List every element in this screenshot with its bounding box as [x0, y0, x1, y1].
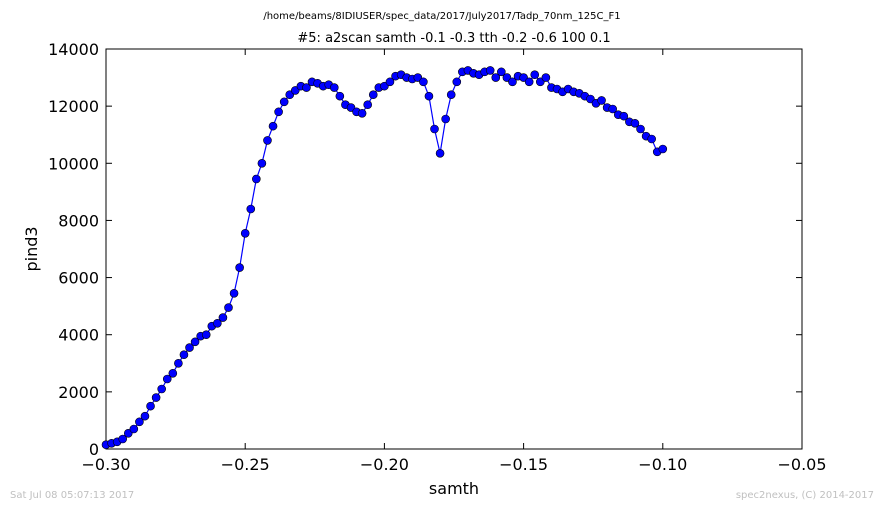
plot-area: −0.30 −0.25 −0.20 −0.15 −0.10 −0.05 0 2000 4000 6… — [48, 40, 826, 474]
x-tick-label: −0.05 — [777, 455, 826, 474]
data-point — [658, 144, 668, 154]
data-point — [168, 368, 178, 378]
data-point — [118, 434, 128, 444]
y-tick-label: 12000 — [48, 97, 99, 116]
data-point — [129, 424, 139, 434]
y-tick-label: 14000 — [48, 40, 99, 59]
y-tick-label: 10000 — [48, 154, 99, 173]
data-point — [246, 204, 256, 214]
y-tick-label: 8000 — [58, 211, 99, 230]
data-point — [240, 228, 250, 238]
data-point — [174, 358, 183, 368]
data-point — [213, 318, 222, 328]
data-point — [201, 330, 211, 340]
data-point — [491, 73, 501, 82]
data-point — [541, 73, 551, 82]
data-point — [151, 393, 161, 402]
data-point — [485, 66, 495, 75]
x-tick-label: −0.15 — [499, 455, 548, 474]
data-point — [357, 108, 367, 118]
data-point — [335, 91, 345, 101]
footer-timestamp: Sat Jul 08 05:07:13 2017 — [10, 490, 135, 501]
data-point — [224, 303, 233, 312]
y-tick-label: 4000 — [58, 326, 99, 345]
data-point — [268, 121, 278, 131]
data-point — [497, 67, 506, 77]
data-point — [257, 158, 267, 168]
data-point — [630, 118, 640, 128]
data-point — [279, 97, 289, 107]
data-point — [302, 83, 311, 92]
y-tick-label: 2000 — [58, 383, 99, 402]
data-point — [530, 70, 540, 80]
data-point — [162, 374, 172, 384]
data-point — [329, 83, 339, 92]
data-point — [263, 136, 272, 145]
data-point — [157, 384, 166, 394]
data-point — [385, 77, 395, 87]
data-point — [185, 343, 194, 352]
data-point — [235, 263, 244, 272]
data-point — [252, 174, 261, 184]
chart-title: #5: a2scan samth -0.1 -0.3 tth -0.2 -0.6… — [297, 31, 610, 46]
footer-credit: spec2nexus, (C) 2014-2017 — [735, 490, 874, 501]
data-point — [446, 90, 456, 100]
data-point — [274, 107, 283, 117]
data-point — [452, 77, 462, 87]
y-axis-label: pind3 — [22, 226, 41, 271]
data-point — [229, 288, 239, 298]
data-point — [524, 77, 534, 87]
plot-frame — [105, 48, 803, 450]
data-point — [419, 77, 428, 87]
y-tick-label: 6000 — [58, 269, 99, 288]
x-axis-label: samth — [429, 479, 479, 498]
data-point — [363, 100, 372, 110]
x-tick-label: −0.10 — [638, 455, 687, 474]
data-point — [135, 417, 144, 427]
data-point — [608, 104, 617, 114]
data-point — [441, 114, 450, 124]
data-point — [430, 124, 439, 134]
data-point — [179, 350, 189, 360]
x-tick-label: −0.30 — [81, 455, 130, 474]
data-point — [146, 401, 155, 411]
chart-suptitle: /home/beams/8IDIUSER/spec_data/2017/July… — [263, 11, 620, 22]
data-point — [597, 96, 606, 105]
data-point — [435, 148, 445, 158]
data-point — [424, 91, 434, 101]
data-point — [647, 134, 656, 144]
x-tick-label: −0.25 — [221, 455, 270, 474]
data-point — [636, 124, 645, 134]
data-point — [508, 77, 517, 87]
x-tick-label: −0.20 — [360, 455, 409, 474]
data-point — [140, 411, 150, 421]
data-point — [218, 313, 228, 322]
data-point — [190, 337, 200, 347]
y-tick-label: 0 — [89, 440, 99, 459]
series-line — [105, 69, 664, 446]
data-point — [619, 111, 629, 121]
data-point — [368, 90, 378, 100]
